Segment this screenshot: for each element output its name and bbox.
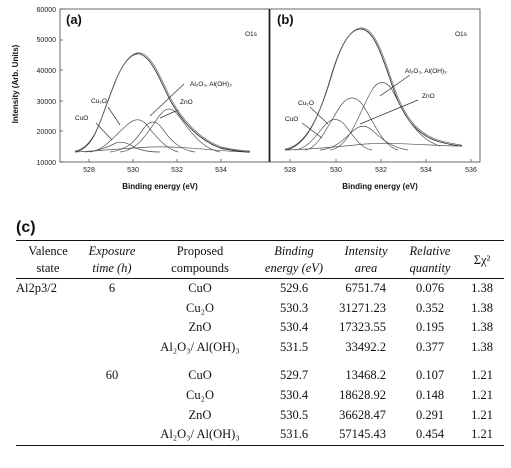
y-tick-label: 10000 xyxy=(37,160,57,167)
results-table: Valence state Exposure time (h) Proposed co… xyxy=(16,240,504,446)
xps-spectra-svg: Intensity (Arb. Units) 10000 20000 30000… xyxy=(11,7,481,191)
header-chi: Σχ² xyxy=(460,240,504,279)
table-row: Al₂O₃/ Al(OH)₃ 531.6 57145.43 0.454 1.21 xyxy=(16,425,504,446)
annotation-zno: ZnO xyxy=(422,93,435,100)
panel-b-curves xyxy=(284,27,463,151)
x-tick-label: 530 xyxy=(330,167,342,174)
header-binding: Binding energy (eV) xyxy=(256,240,332,279)
y-tick-label: 30000 xyxy=(37,99,57,106)
x-axis-title: Binding energy (eV) xyxy=(342,182,418,191)
x-axis-title: Binding energy (eV) xyxy=(122,182,198,191)
o1s-label: O1s xyxy=(455,31,468,38)
y-tick-label: 60000 xyxy=(37,7,57,14)
header-intensity: Intensity area xyxy=(332,240,400,279)
x-tick-label: 534 xyxy=(215,167,227,174)
panel-a-curves xyxy=(74,52,251,153)
annotation-cu2o: Cu₂O xyxy=(91,98,107,105)
annotation-cu2o: Cu₂O xyxy=(298,100,314,107)
x-tick-label: 528 xyxy=(83,167,95,174)
annotation-al2o3: Al₂O₃, Al(OH)₃ xyxy=(190,81,232,88)
y-tick-label: 20000 xyxy=(37,129,57,136)
table-spacer xyxy=(16,357,504,366)
table-row: 60 CuO 529.7 13468.2 0.107 1.21 xyxy=(105,368,493,383)
x-tick-label: 534 xyxy=(420,167,432,174)
table-row: Al2p3/2 6 CuO 529.6 6751.74 0.076 1.38 xyxy=(16,281,493,295)
table-row: ZnO 530.4 17323.55 0.195 1.38 xyxy=(188,320,493,335)
header-proposed: Proposed compounds xyxy=(144,240,256,279)
table-row: Cu₂O 530.3 31271.23 0.352 1.38 xyxy=(186,300,493,315)
x-tick-label: 532 xyxy=(375,167,387,174)
x-tick-label: 536 xyxy=(465,167,477,174)
xps-figure: Intensity (Arb. Units) 10000 20000 30000… xyxy=(0,0,511,205)
panel-tag: (a) xyxy=(66,12,82,27)
panel-tag: (b) xyxy=(277,12,294,27)
annotation-cuo: CuO xyxy=(75,115,88,122)
table-row: Al₂O₃/ Al(OH)₃ 531.5 33492.2 0.377 1.38 xyxy=(160,339,493,354)
annotation-al2o3: Al₂O₃, Al(OH)₃ xyxy=(405,68,447,75)
x-tick-label: 530 xyxy=(127,167,139,174)
header-relative: Relative quantity xyxy=(400,240,460,279)
table-label: (c) xyxy=(16,219,36,236)
annotation-zno: ZnO xyxy=(180,99,193,106)
header-exposure: Exposure time (h) xyxy=(80,240,144,279)
x-tick-label: 532 xyxy=(171,167,183,174)
y-axis-title: Intensity (Arb. Units) xyxy=(11,44,20,123)
annotation-cuo: CuO xyxy=(285,116,298,123)
y-tick-label: 40000 xyxy=(37,68,57,75)
table-row: ZnO 530.5 36628.47 0.291 1.21 xyxy=(188,407,493,422)
results-table-wrap: Valence state Exposure time (h) Proposed co… xyxy=(16,240,504,446)
y-tick-label: 50000 xyxy=(37,37,57,44)
x-tick-label: 528 xyxy=(284,167,296,174)
table-row: Cu₂O 530.4 18628.92 0.148 1.21 xyxy=(186,387,493,402)
header-valence: Valence state xyxy=(16,240,80,279)
o1s-label: O1s xyxy=(245,31,258,38)
